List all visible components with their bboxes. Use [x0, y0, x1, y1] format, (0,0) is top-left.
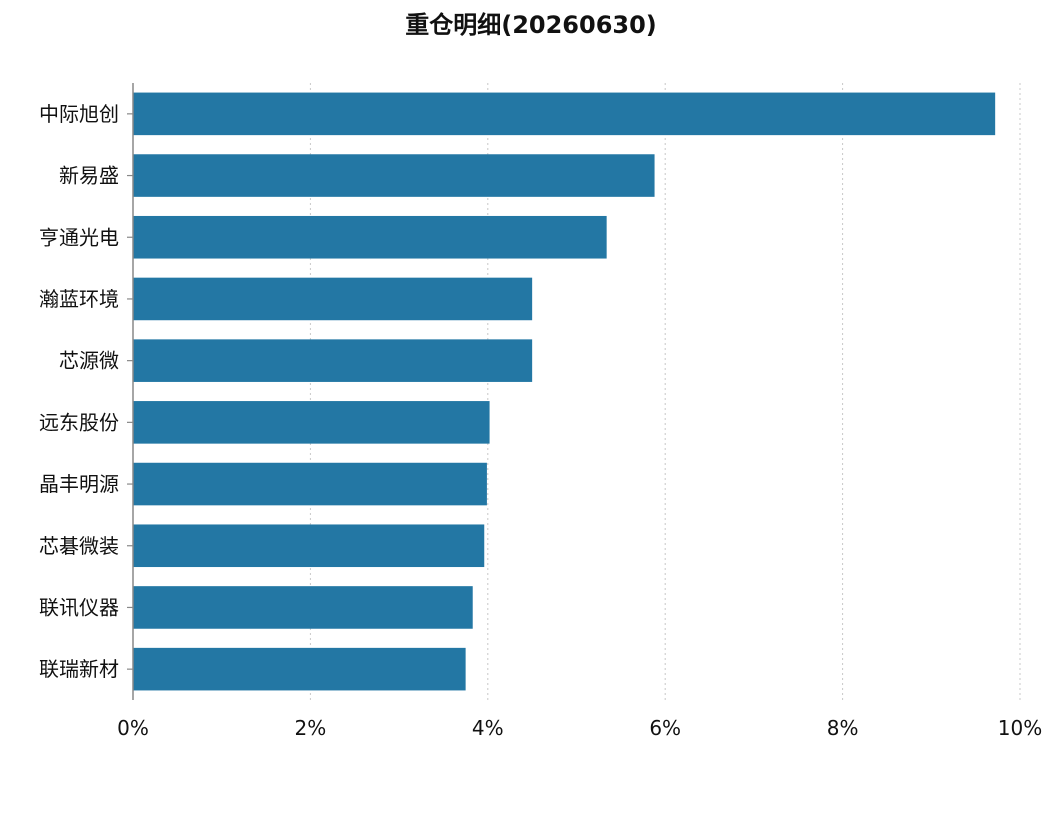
bar-10 — [133, 647, 466, 691]
category-label: 亨通光电 — [39, 225, 119, 249]
x-tick-label: 0% — [117, 716, 149, 740]
category-label: 晶丰明源 — [39, 472, 119, 496]
category-label: 芯源微 — [59, 349, 119, 373]
axes — [127, 83, 134, 700]
bar-7 — [133, 462, 487, 506]
x-tick-label: 2% — [295, 716, 327, 740]
category-label: 联讯仪器 — [39, 595, 119, 619]
x-tick-label: 4% — [472, 716, 504, 740]
x-tick-label: 6% — [649, 716, 681, 740]
category-label: 远东股份 — [39, 410, 119, 434]
category-label: 芯碁微装 — [39, 534, 119, 558]
category-label: 瀚蓝环境 — [39, 287, 119, 311]
bar-1 — [133, 92, 996, 136]
bar-4 — [133, 277, 533, 321]
bar-6 — [133, 401, 490, 444]
x-tick-label: 8% — [827, 716, 859, 740]
category-label: 中际旭创 — [39, 102, 119, 126]
bar-3 — [133, 215, 607, 259]
bar-5 — [133, 339, 533, 382]
bars — [133, 92, 996, 691]
bar-8 — [133, 524, 485, 568]
chart-title: 重仓明细(20260630) — [405, 11, 657, 39]
category-label: 联瑞新材 — [39, 657, 119, 681]
bar-2 — [133, 154, 655, 197]
bar-9 — [133, 586, 473, 629]
x-tick-label: 10% — [998, 716, 1042, 740]
category-label: 新易盛 — [59, 164, 119, 188]
